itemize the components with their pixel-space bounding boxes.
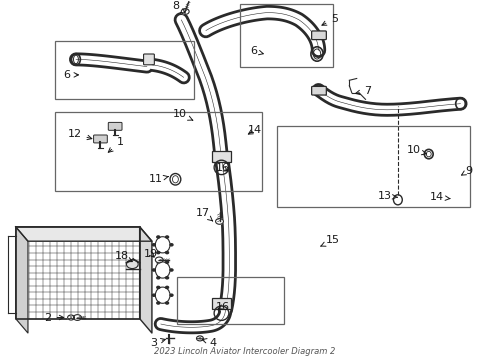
- Text: 18: 18: [115, 251, 132, 262]
- Circle shape: [157, 261, 160, 263]
- Circle shape: [170, 269, 173, 271]
- Circle shape: [157, 302, 160, 304]
- Bar: [212, 151, 231, 162]
- Text: 10: 10: [173, 109, 193, 120]
- Text: 6: 6: [250, 46, 263, 56]
- Text: 13: 13: [378, 191, 397, 201]
- Circle shape: [155, 257, 163, 263]
- Text: 19: 19: [144, 249, 158, 259]
- FancyBboxPatch shape: [108, 122, 122, 130]
- Text: 3: 3: [150, 338, 165, 348]
- Polygon shape: [16, 227, 28, 333]
- Circle shape: [216, 219, 223, 224]
- Circle shape: [166, 302, 169, 304]
- Circle shape: [152, 294, 155, 296]
- Circle shape: [157, 252, 160, 254]
- Text: 14: 14: [248, 125, 262, 135]
- FancyBboxPatch shape: [144, 54, 154, 65]
- Circle shape: [196, 336, 203, 341]
- Circle shape: [157, 277, 160, 279]
- Text: 14: 14: [430, 192, 450, 202]
- Text: 15: 15: [321, 235, 340, 246]
- Circle shape: [166, 261, 169, 263]
- Text: 16: 16: [216, 163, 230, 174]
- Circle shape: [157, 236, 160, 238]
- Circle shape: [170, 244, 173, 246]
- Circle shape: [152, 269, 155, 271]
- FancyBboxPatch shape: [94, 135, 107, 143]
- FancyBboxPatch shape: [312, 31, 326, 40]
- Text: 1: 1: [108, 137, 123, 152]
- Bar: [277, 126, 470, 207]
- Circle shape: [126, 260, 138, 269]
- Polygon shape: [16, 227, 152, 241]
- Bar: [55, 41, 194, 99]
- Circle shape: [68, 315, 74, 320]
- Text: 2: 2: [45, 312, 64, 323]
- Circle shape: [152, 244, 155, 246]
- Text: 2023 Lincoln Aviator Intercooler Diagram 2: 2023 Lincoln Aviator Intercooler Diagram…: [154, 347, 336, 356]
- Circle shape: [166, 236, 169, 238]
- Circle shape: [166, 252, 169, 254]
- FancyBboxPatch shape: [312, 86, 326, 95]
- Bar: [212, 298, 231, 309]
- Circle shape: [170, 294, 173, 296]
- Circle shape: [157, 286, 160, 288]
- Bar: [177, 277, 284, 324]
- Text: 11: 11: [149, 174, 169, 184]
- Text: 17: 17: [196, 208, 213, 221]
- Circle shape: [181, 9, 189, 14]
- Circle shape: [74, 315, 81, 320]
- Text: 7: 7: [356, 86, 371, 96]
- Text: 8: 8: [172, 1, 185, 13]
- Text: 10: 10: [407, 145, 427, 156]
- Text: 4: 4: [202, 338, 217, 348]
- Text: 16: 16: [216, 302, 230, 312]
- Text: 6: 6: [64, 70, 78, 80]
- Bar: [240, 4, 333, 67]
- Bar: [55, 112, 262, 191]
- Polygon shape: [140, 227, 152, 333]
- Circle shape: [166, 277, 169, 279]
- Text: 12: 12: [68, 129, 92, 140]
- Text: 9: 9: [462, 166, 472, 176]
- Text: 5: 5: [322, 14, 338, 25]
- Circle shape: [166, 286, 169, 288]
